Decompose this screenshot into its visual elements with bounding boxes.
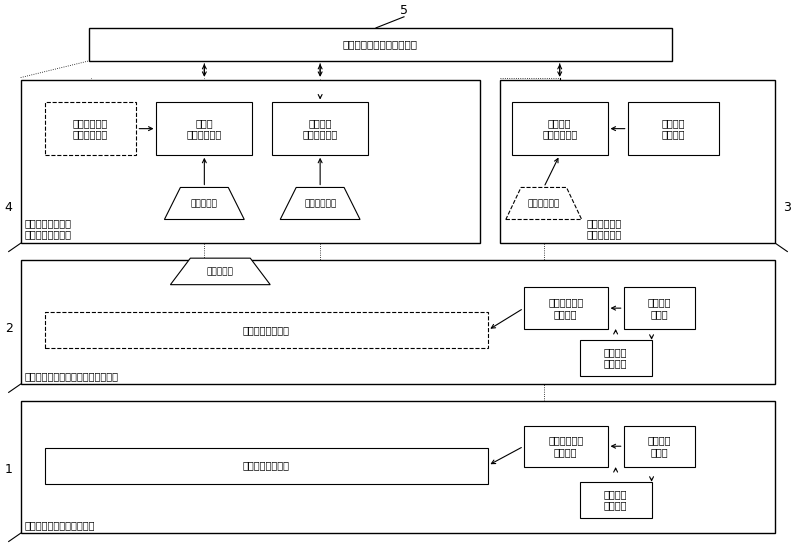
Text: 地址编码
车载接收模块: 地址编码 车载接收模块 xyxy=(542,118,578,140)
Bar xyxy=(628,102,719,155)
Bar xyxy=(45,312,488,348)
Text: 列车定位测速安全处理模块: 列车定位测速安全处理模块 xyxy=(342,39,418,49)
Text: 计数脉冲及应答器定位测远地面装置: 计数脉冲及应答器定位测远地面装置 xyxy=(25,371,118,381)
Text: 计数脉冲输出
功率模块: 计数脉冲输出 功率模块 xyxy=(548,297,583,319)
Polygon shape xyxy=(170,258,270,285)
Text: 计数脉冲天线: 计数脉冲天线 xyxy=(304,199,336,208)
Bar xyxy=(45,102,137,155)
Bar xyxy=(580,340,651,376)
Text: 3: 3 xyxy=(783,201,791,214)
Text: 计数脉冲
电源模块: 计数脉冲 电源模块 xyxy=(604,347,627,369)
Bar xyxy=(21,260,775,384)
Bar xyxy=(500,80,775,243)
Text: 地址编码
电源模块: 地址编码 电源模块 xyxy=(604,489,627,510)
Bar xyxy=(21,401,775,533)
Bar xyxy=(157,102,252,155)
Text: 计数脉冲
车载接收模块: 计数脉冲 车载接收模块 xyxy=(302,118,338,140)
Text: 地址编码定位
测速车载装置: 地址编码定位 测速车载装置 xyxy=(586,218,622,240)
Text: 地址编码天线: 地址编码天线 xyxy=(528,199,560,208)
Text: 计数脉冲感应环线: 计数脉冲感应环线 xyxy=(242,325,290,335)
Text: 地址编码输出
功率模块: 地址编码输出 功率模块 xyxy=(548,435,583,457)
Text: 1: 1 xyxy=(5,463,13,476)
Text: 计数脉冲
发生器: 计数脉冲 发生器 xyxy=(648,297,671,319)
Text: 计数脉冲及应
答器车载电源: 计数脉冲及应 答器车载电源 xyxy=(73,118,108,140)
Text: 应答器
车载接收控块: 应答器 车载接收控块 xyxy=(186,118,222,140)
Text: 4: 4 xyxy=(5,201,13,214)
Text: 地址编码
车载电源: 地址编码 车载电源 xyxy=(662,118,686,140)
Bar xyxy=(524,425,608,467)
Text: 地面应答器: 地面应答器 xyxy=(207,267,234,276)
Bar xyxy=(524,287,608,329)
Polygon shape xyxy=(506,187,582,220)
Bar xyxy=(624,287,695,329)
Bar xyxy=(624,425,695,467)
Text: 计数脉冲及应答器
定位测速车载装置: 计数脉冲及应答器 定位测速车载装置 xyxy=(25,218,72,240)
Bar xyxy=(512,102,608,155)
Bar xyxy=(272,102,368,155)
Text: 地址编码定位测速地面装置: 地址编码定位测速地面装置 xyxy=(25,520,95,530)
Polygon shape xyxy=(280,187,360,220)
Bar xyxy=(89,28,671,61)
Bar xyxy=(21,80,480,243)
Bar xyxy=(45,448,488,484)
Text: 地址编码感应环线: 地址编码感应环线 xyxy=(242,460,290,470)
Text: 地址编码
发生器: 地址编码 发生器 xyxy=(648,435,671,457)
Polygon shape xyxy=(165,187,244,220)
Text: 5: 5 xyxy=(400,4,408,17)
Text: 2: 2 xyxy=(5,322,13,335)
Text: 应答器天线: 应答器天线 xyxy=(191,199,218,208)
Bar xyxy=(580,482,651,518)
